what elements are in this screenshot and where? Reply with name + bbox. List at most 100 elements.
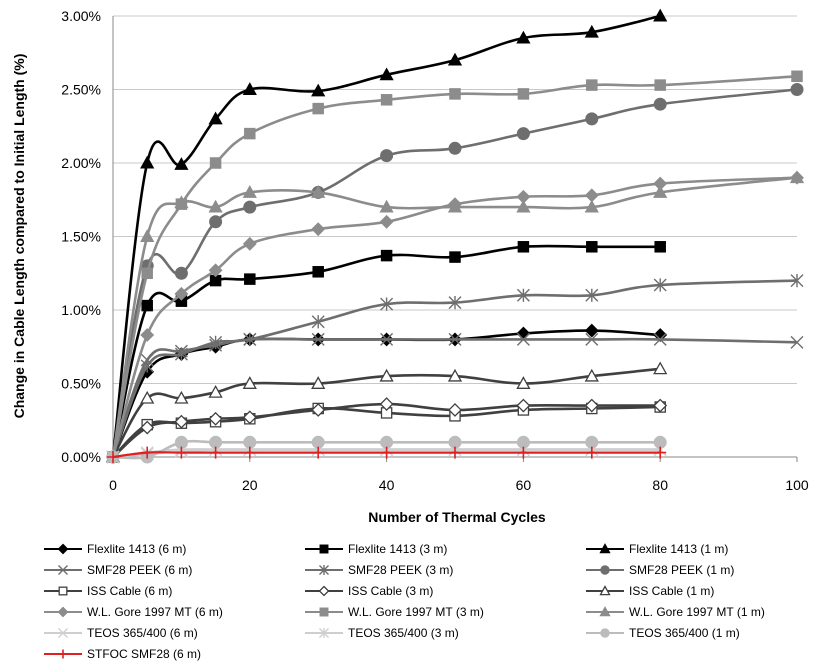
data-point bbox=[653, 8, 668, 22]
data-point bbox=[379, 214, 394, 229]
data-point bbox=[208, 384, 223, 398]
legend-item: W.L. Gore 1997 MT (6 m) bbox=[44, 605, 223, 619]
data-point bbox=[208, 263, 223, 278]
data-point bbox=[174, 390, 189, 404]
legend-item: TEOS 365/400 (6 m) bbox=[44, 626, 198, 640]
data-point bbox=[653, 361, 668, 375]
series-line bbox=[111, 367, 661, 458]
series-16 bbox=[107, 446, 667, 463]
data-point bbox=[653, 328, 668, 342]
series-line bbox=[111, 88, 798, 458]
legend-label: Flexlite 1413 (6 m) bbox=[87, 542, 186, 556]
data-point bbox=[209, 446, 222, 459]
data-point bbox=[516, 30, 531, 44]
data-point bbox=[209, 335, 223, 349]
legend-item: SMF28 PEEK (6 m) bbox=[44, 563, 192, 577]
data-point bbox=[516, 376, 531, 389]
data-point bbox=[140, 420, 155, 435]
series-8 bbox=[106, 397, 668, 464]
legend-item: TEOS 365/400 (1 m) bbox=[586, 626, 740, 640]
legend-item: ISS Cable (6 m) bbox=[44, 584, 172, 598]
data-point bbox=[208, 199, 223, 213]
legend-swatch-marker bbox=[319, 628, 329, 638]
data-point bbox=[654, 241, 666, 253]
data-point bbox=[585, 435, 599, 449]
data-point bbox=[790, 335, 804, 349]
legend-item: Flexlite 1413 (3 m) bbox=[305, 542, 447, 556]
data-point bbox=[243, 332, 257, 346]
y-tick-label: 3.00% bbox=[61, 8, 101, 24]
data-point bbox=[653, 398, 668, 413]
legend-label: TEOS 365/400 (1 m) bbox=[629, 626, 740, 640]
data-point bbox=[448, 332, 462, 346]
x-axis-title: Number of Thermal Cycles bbox=[368, 509, 546, 525]
legend-label: W.L. Gore 1997 MT (1 m) bbox=[629, 605, 765, 619]
legend-item: STFOC SMF28 (6 m) bbox=[44, 647, 201, 661]
legend-item: ISS Cable (1 m) bbox=[586, 584, 714, 598]
data-point bbox=[379, 199, 394, 213]
legend-item: Flexlite 1413 (1 m) bbox=[586, 542, 728, 556]
data-point bbox=[209, 157, 222, 169]
data-point bbox=[311, 185, 326, 198]
data-point bbox=[447, 368, 463, 382]
data-point bbox=[517, 446, 530, 459]
data-point bbox=[516, 127, 530, 141]
data-point bbox=[585, 288, 599, 302]
data-point bbox=[654, 79, 666, 91]
data-point bbox=[244, 127, 256, 140]
data-point bbox=[174, 266, 188, 280]
data-point bbox=[653, 97, 667, 111]
data-point bbox=[653, 435, 667, 449]
data-point bbox=[140, 328, 155, 342]
data-point bbox=[311, 376, 326, 389]
data-point bbox=[174, 157, 189, 170]
legend-label: ISS Cable (1 m) bbox=[629, 584, 714, 598]
data-point bbox=[312, 102, 324, 115]
data-point bbox=[174, 435, 188, 449]
legend-item: W.L. Gore 1997 MT (1 m) bbox=[586, 605, 765, 619]
data-point bbox=[653, 278, 667, 292]
data-point bbox=[174, 286, 189, 301]
data-point bbox=[447, 199, 463, 213]
series-11 bbox=[107, 70, 803, 463]
data-point bbox=[140, 155, 155, 169]
y-tick-label: 0.00% bbox=[61, 449, 101, 465]
legend-label: W.L. Gore 1997 MT (3 m) bbox=[348, 605, 484, 619]
data-point bbox=[517, 88, 530, 100]
data-point bbox=[174, 414, 189, 429]
data-point bbox=[141, 299, 153, 312]
data-point bbox=[380, 94, 393, 106]
legend-swatch-marker bbox=[57, 606, 69, 618]
legend-swatch-marker bbox=[58, 586, 68, 596]
data-point bbox=[311, 315, 325, 329]
data-point bbox=[244, 273, 256, 285]
legend-label: ISS Cable (3 m) bbox=[348, 584, 433, 598]
series-6 bbox=[106, 83, 804, 464]
legend-swatch-marker bbox=[58, 649, 68, 659]
legend-swatch-marker bbox=[600, 565, 610, 575]
data-point bbox=[208, 411, 223, 426]
data-point bbox=[311, 83, 326, 97]
legend-item: SMF28 PEEK (1 m) bbox=[586, 563, 734, 577]
data-point bbox=[174, 347, 188, 361]
legend-swatch-marker bbox=[600, 628, 610, 638]
data-point bbox=[175, 446, 188, 459]
data-point bbox=[380, 435, 394, 449]
data-point bbox=[379, 368, 394, 382]
legend-swatch-marker bbox=[58, 565, 68, 575]
data-point bbox=[516, 288, 530, 302]
data-point bbox=[107, 451, 119, 463]
data-point bbox=[586, 241, 598, 253]
data-point bbox=[789, 170, 805, 184]
legend-swatch-marker bbox=[319, 607, 329, 617]
data-point bbox=[516, 326, 531, 341]
data-point bbox=[243, 200, 257, 214]
data-point bbox=[791, 70, 803, 83]
data-point bbox=[586, 79, 598, 91]
legend-label: TEOS 365/400 (6 m) bbox=[87, 626, 198, 640]
y-tick-label: 2.50% bbox=[61, 82, 101, 98]
data-point bbox=[790, 83, 804, 97]
data-point bbox=[312, 446, 325, 459]
data-point bbox=[379, 397, 394, 411]
